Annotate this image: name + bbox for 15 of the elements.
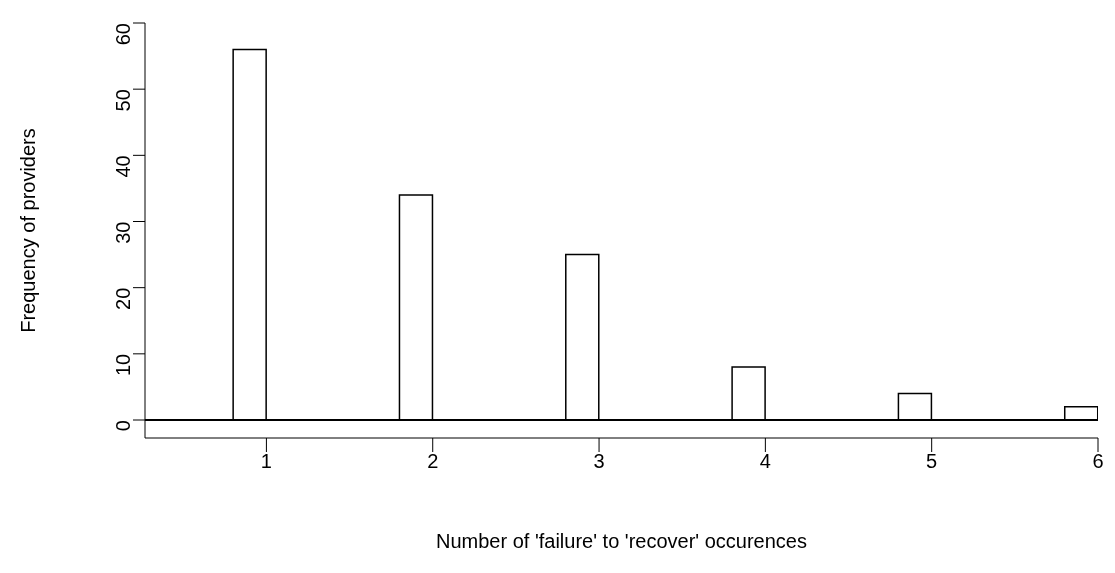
y-tick-label: 30: [112, 221, 135, 244]
x-axis-title: Number of 'failure' to 'recover' occurences: [436, 530, 807, 552]
y-tick-label: 50: [112, 89, 135, 112]
y-tick-label: 20: [112, 287, 135, 310]
x-tick-label: 6: [1092, 450, 1104, 473]
y-tick-label: 10: [112, 353, 135, 377]
x-tick-label: 4: [759, 450, 771, 473]
x-tick-label: 3: [593, 450, 605, 473]
x-tick-label: 2: [427, 450, 439, 473]
x-tick-label: 1: [260, 450, 272, 473]
x-tick-label: 5: [926, 450, 938, 473]
y-axis-title: Frequency of providers: [17, 128, 40, 333]
y-tick-label: 0: [112, 420, 135, 432]
y-tick-label: 40: [112, 155, 135, 178]
y-tick-label: 60: [112, 23, 135, 46]
